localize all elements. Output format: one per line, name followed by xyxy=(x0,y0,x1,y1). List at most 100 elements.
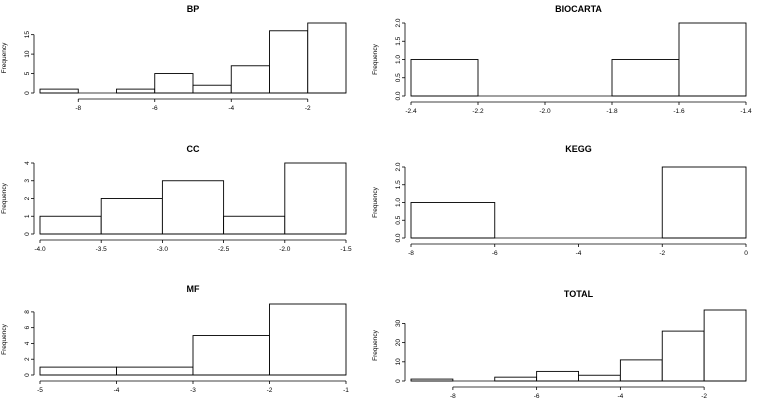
kegg-bar xyxy=(661,166,747,239)
cc-x-tick-label: -2.5 xyxy=(218,246,230,253)
mf-x-tick-label: -5 xyxy=(37,387,43,394)
cc-title: CC xyxy=(187,144,200,154)
bp-bar xyxy=(269,30,309,94)
total-x-tick-label: -6 xyxy=(534,393,540,400)
total-bar xyxy=(703,309,747,382)
biocarta-y-tick-label: 0.0 xyxy=(395,91,402,100)
bp-bar xyxy=(154,73,194,94)
cc-y-tick-label: 4 xyxy=(24,161,31,165)
biocarta-y-axis-label: Frequency xyxy=(372,43,379,74)
mf-x-tick-label: -4 xyxy=(114,387,120,394)
mf-y-tick-label: 8 xyxy=(24,310,31,314)
bp-x-tick-label: -6 xyxy=(152,105,158,112)
total-bar xyxy=(536,370,579,382)
mf-y-tick-label: 6 xyxy=(24,325,31,329)
bp-bar xyxy=(307,22,347,94)
kegg-x-tick-label: -4 xyxy=(576,250,582,257)
bp-y-tick-label: 10 xyxy=(24,50,31,58)
kegg-y-tick-label: 1.5 xyxy=(395,180,402,189)
mf-x-tick-label: -3 xyxy=(190,387,196,394)
bp-bar xyxy=(116,88,156,94)
cc-x-tick-label: -4.0 xyxy=(34,246,46,253)
kegg-y-tick-label: 0.5 xyxy=(395,215,402,224)
kegg-title: KEGG xyxy=(565,144,592,154)
kegg-x-tick-label: 0 xyxy=(744,250,748,257)
biocarta-bar xyxy=(410,59,479,97)
bp-title: BP xyxy=(187,4,200,14)
kegg-x-tick-label: -2 xyxy=(659,250,665,257)
total-panel: TOTAL -8 -6 -4 -2 0 10 20 30 Frequency xyxy=(372,289,747,400)
cc-x-tick-label: -3.0 xyxy=(157,246,169,253)
mf-y-tick-label: 2 xyxy=(24,357,31,361)
cc-y-tick-label: 1 xyxy=(24,214,31,218)
mf-x-tick-label: -1 xyxy=(343,387,349,394)
kegg-panel: KEGG -8 -6 -4 -2 0 0.0 0.5 1.0 1.5 2.0 Frequency xyxy=(372,144,748,257)
mf-y-tick-label: 4 xyxy=(24,341,31,345)
bp-panel: BP -8 -6 -4 -2 0 5 10 15 Frequency xyxy=(1,4,347,112)
cc-y-axis-label: Frequency xyxy=(1,182,8,213)
kegg-x-tick-label: -6 xyxy=(492,250,498,257)
bp-bar xyxy=(192,84,232,94)
kegg-y-axis-label: Frequency xyxy=(372,186,379,217)
cc-x-tick-label: -1.5 xyxy=(340,246,352,253)
bp-y-tick-label: 15 xyxy=(24,31,31,39)
biocarta-x-tick-label: -1.6 xyxy=(673,108,685,115)
mf-title: MF xyxy=(187,284,200,294)
biocarta-y-tick-label: 2.0 xyxy=(395,18,402,27)
total-bar xyxy=(494,376,538,382)
total-bar xyxy=(578,374,621,382)
mf-bar xyxy=(116,366,194,376)
biocarta-title: BIOCARTA xyxy=(555,4,602,14)
cc-bar xyxy=(161,180,225,235)
total-x-tick-label: -8 xyxy=(450,393,456,400)
mf-bar xyxy=(192,335,270,376)
bp-x-tick-label: -2 xyxy=(305,105,311,112)
bp-y-tick-label: 5 xyxy=(24,71,31,75)
biocarta-x-tick-label: -1.8 xyxy=(606,108,618,115)
biocarta-panel: BIOCARTA -2.4 -2.2 -2.0 -1.8 -1.6 -1.4 0.0 0.5 1.… xyxy=(372,4,752,115)
total-y-tick-label: 0 xyxy=(395,379,402,383)
kegg-y-tick-label: 2.0 xyxy=(395,162,402,171)
biocarta-bar xyxy=(611,59,680,97)
cc-bar xyxy=(100,198,163,235)
bp-y-axis-label: Frequency xyxy=(1,42,8,73)
total-x-tick-label: -2 xyxy=(701,393,707,400)
kegg-y-tick-label: 0.0 xyxy=(395,233,402,242)
mf-y-axis-label: Frequency xyxy=(1,323,8,354)
total-bar xyxy=(619,359,663,382)
bp-bar xyxy=(39,88,79,94)
cc-x-tick-label: -2.0 xyxy=(279,246,291,253)
mf-y-tick-label: 0 xyxy=(24,373,31,377)
total-y-tick-label: 30 xyxy=(395,319,402,327)
cc-y-tick-label: 2 xyxy=(24,196,31,200)
biocarta-x-tick-label: -2.4 xyxy=(405,108,417,115)
total-title: TOTAL xyxy=(564,289,594,299)
kegg-x-tick-label: -8 xyxy=(408,250,414,257)
total-y-tick-label: 20 xyxy=(395,339,402,347)
biocarta-x-tick-label: -1.4 xyxy=(740,108,752,115)
cc-y-tick-label: 3 xyxy=(24,179,31,183)
biocarta-y-tick-label: 1.5 xyxy=(395,36,402,45)
cc-bar xyxy=(284,162,347,235)
cc-y-tick-label: 0 xyxy=(24,232,31,236)
bp-x-tick-label: -8 xyxy=(75,105,81,112)
cc-bar xyxy=(223,215,286,235)
cc-panel: CC -4.0 -3.5 -3.0 -2.5 -2.0 -1.5 0 1 2 3 4 Frequency xyxy=(1,144,352,253)
cc-x-tick-label: -3.5 xyxy=(96,246,108,253)
total-y-tick-label: 10 xyxy=(395,358,402,366)
mf-bar xyxy=(269,303,347,376)
kegg-bar xyxy=(410,202,496,239)
total-y-axis-label: Frequency xyxy=(372,329,379,360)
bp-x-tick-label: -4 xyxy=(228,105,234,112)
mf-x-tick-label: -2 xyxy=(267,387,273,394)
biocarta-bar xyxy=(678,22,747,97)
total-bar xyxy=(661,330,705,382)
biocarta-x-tick-label: -2.0 xyxy=(539,108,551,115)
biocarta-y-tick-label: 0.5 xyxy=(395,73,402,82)
cc-bar xyxy=(39,215,102,235)
mf-panel: MF -5 -4 -3 -2 -1 0 2 4 6 8 Frequency xyxy=(1,284,349,394)
biocarta-y-tick-label: 1.0 xyxy=(395,55,402,64)
bp-y-tick-label: 0 xyxy=(24,91,31,95)
mf-bar xyxy=(39,366,117,376)
